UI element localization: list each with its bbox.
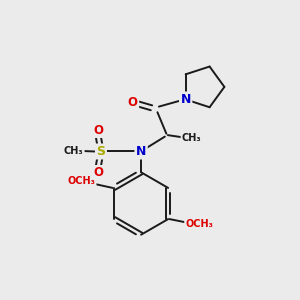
Text: N: N bbox=[181, 93, 191, 106]
Text: S: S bbox=[97, 145, 106, 158]
Text: CH₃: CH₃ bbox=[182, 133, 201, 143]
Text: O: O bbox=[93, 124, 103, 136]
Text: OCH₃: OCH₃ bbox=[68, 176, 95, 186]
Text: O: O bbox=[128, 96, 138, 109]
Text: O: O bbox=[93, 167, 103, 179]
Text: N: N bbox=[136, 145, 146, 158]
Text: CH₃: CH₃ bbox=[64, 146, 83, 156]
Text: OCH₃: OCH₃ bbox=[185, 220, 213, 230]
